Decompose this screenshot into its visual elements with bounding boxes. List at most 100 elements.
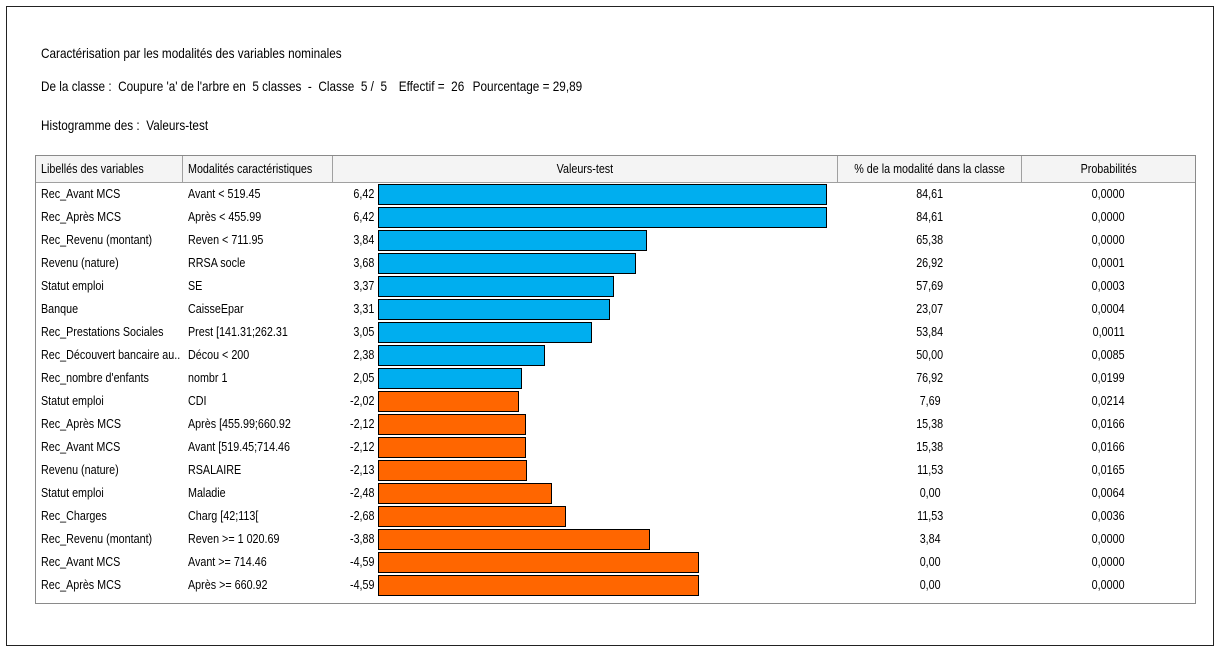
valeur-test-label: 3,84 bbox=[353, 233, 374, 247]
valeur-test-bar-negative bbox=[378, 391, 519, 412]
modalite-label: Charg [42;113[ bbox=[188, 509, 259, 523]
variable-label: Rec_Avant MCS bbox=[41, 440, 121, 454]
valeur-test-label: 6,42 bbox=[353, 187, 374, 201]
probabilite-value: 0,0004 bbox=[1092, 302, 1125, 316]
modalite-label: CDI bbox=[188, 394, 207, 408]
column-header-modalites[interactable]: Modalités caractéristiques bbox=[183, 156, 333, 182]
variable-label: Rec_Revenu (montant) bbox=[41, 532, 153, 546]
modalite-label: Reven < 711.95 bbox=[188, 233, 264, 247]
modalite-label: RSALAIRE bbox=[188, 463, 242, 477]
probabilite-value: 0,0000 bbox=[1092, 555, 1125, 569]
valeur-test-label: -2,12 bbox=[349, 440, 374, 454]
table-row[interactable]: Statut emploi CDI -2,02 7,69 0,0214 bbox=[36, 390, 1195, 413]
pct-modalite-value: 50,00 bbox=[916, 348, 944, 362]
table-row[interactable]: Revenu (nature) RSALAIRE -2,13 11,53 0,0165 bbox=[36, 459, 1195, 482]
valeur-test-bar-positive bbox=[378, 253, 636, 274]
column-header-probabilites[interactable]: Probabilités bbox=[1080, 162, 1137, 176]
table-row[interactable]: Statut emploi SE 3,37 57,69 0,0003 bbox=[36, 275, 1195, 298]
pourcentage-label: Pourcentage = 29,89 bbox=[472, 78, 583, 94]
modalite-label: SE bbox=[188, 279, 203, 293]
valeur-test-label: -2,12 bbox=[349, 417, 374, 431]
effectif-label: Effectif = 26 bbox=[398, 78, 465, 94]
modalite-label: RRSA socle bbox=[188, 256, 246, 270]
table-row[interactable]: Rec_Avant MCS Avant [519.45;714.46 -2,12 15… bbox=[36, 436, 1195, 459]
pct-modalite-value: 0,00 bbox=[919, 555, 941, 569]
column-header-valeurs-test[interactable]: Valeurs-test bbox=[333, 156, 838, 182]
table-row[interactable]: Rec_Découvert bancaire au... Décou < 200 2… bbox=[36, 344, 1195, 367]
valeur-test-bar-negative bbox=[378, 552, 699, 573]
modalite-label: Maladie bbox=[188, 486, 226, 500]
table-row[interactable]: Banque CaisseEpar 3,31 23,07 0,0004 bbox=[36, 298, 1195, 321]
table-header: Libellés des variables Modalités caracté… bbox=[36, 156, 1195, 183]
pct-modalite-value: 57,69 bbox=[916, 279, 944, 293]
table-row[interactable]: Statut emploi Maladie -2,48 0,00 0,0064 bbox=[36, 482, 1195, 505]
pct-modalite-value: 53,84 bbox=[916, 325, 944, 339]
table-row[interactable]: Rec_Revenu (montant) Reven >= 1 020.69 -3,… bbox=[36, 528, 1195, 551]
valeur-test-bar-positive bbox=[378, 322, 592, 343]
table-row[interactable]: Rec_Avant MCS Avant >= 714.46 -4,59 0,00 0,0… bbox=[36, 551, 1195, 574]
table-row[interactable]: Rec_Revenu (montant) Reven < 711.95 3,84 65… bbox=[36, 229, 1195, 252]
class-info-line: De la classe : Coupure 'a' de l'arbre en… bbox=[41, 78, 582, 94]
table-row[interactable]: Rec_Après MCS Après < 455.99 6,42 84,61 0,00… bbox=[36, 206, 1195, 229]
valeur-test-bar-positive bbox=[378, 207, 827, 228]
pct-modalite-value: 84,61 bbox=[916, 210, 944, 224]
column-header-pct-modalite[interactable]: % de la modalité dans la classe bbox=[838, 156, 1022, 182]
variable-label: Rec_Avant MCS bbox=[41, 555, 121, 569]
valeur-test-bar-negative bbox=[378, 483, 552, 504]
pct-modalite-value: 3,84 bbox=[919, 532, 941, 546]
valeur-test-bar-positive bbox=[378, 184, 827, 205]
probabilite-value: 0,0064 bbox=[1092, 486, 1125, 500]
pct-modalite-value: 84,61 bbox=[916, 187, 944, 201]
variable-label: Rec_Revenu (montant) bbox=[41, 233, 153, 247]
pct-modalite-value: 7,69 bbox=[919, 394, 941, 408]
table-row[interactable]: Rec_Charges Charg [42;113[-2,68 11,53 0,003… bbox=[36, 505, 1195, 528]
table-row[interactable]: Rec_Avant MCS Avant < 519.45 6,42 84,61 0,00… bbox=[36, 183, 1195, 206]
valeur-test-label: -2,48 bbox=[349, 486, 374, 500]
modalite-label: nombr 1 bbox=[188, 371, 228, 385]
pct-modalite-value: 0,00 bbox=[919, 578, 941, 592]
probabilite-value: 0,0165 bbox=[1092, 463, 1125, 477]
valeur-test-label: -4,59 bbox=[349, 555, 374, 569]
modalite-label: Reven >= 1 020.69 bbox=[188, 532, 280, 546]
variable-label: Rec_Après MCS bbox=[41, 578, 122, 592]
modalite-label: CaisseEpar bbox=[188, 302, 244, 316]
variable-label: Statut emploi bbox=[41, 279, 104, 293]
modalite-label: Avant [519.45;714.46 bbox=[188, 440, 291, 454]
valeur-test-label: 6,42 bbox=[353, 210, 374, 224]
valeur-test-label: 2,38 bbox=[353, 348, 374, 362]
valeur-test-label: 3,31 bbox=[353, 302, 374, 316]
modalite-label: Prest [141.31;262.31 bbox=[188, 325, 288, 339]
pct-modalite-value: 11,53 bbox=[916, 509, 944, 523]
modalite-label: Après [455.99;660.92 bbox=[188, 417, 291, 431]
valeur-test-bar-negative bbox=[378, 529, 650, 550]
variable-label: Revenu (nature) bbox=[41, 256, 119, 270]
variable-label: Banque bbox=[41, 302, 79, 316]
variable-label: Rec_Charges bbox=[41, 509, 107, 523]
valeur-test-label: 3,68 bbox=[353, 256, 374, 270]
table-row[interactable]: Revenu (nature) RRSA socle 3,68 26,92 0,0001 bbox=[36, 252, 1195, 275]
table-row[interactable]: Rec_Prestations Sociales Prest [141.31;26… bbox=[36, 321, 1195, 344]
variable-label: Statut emploi bbox=[41, 394, 104, 408]
modalite-label: Décou < 200 bbox=[188, 348, 250, 362]
column-header-variables[interactable]: Libellés des variables bbox=[36, 156, 183, 182]
pct-modalite-value: 15,38 bbox=[916, 440, 944, 454]
probabilite-value: 0,0000 bbox=[1092, 578, 1125, 592]
modalite-label: Avant >= 714.46 bbox=[188, 555, 267, 569]
probabilite-value: 0,0011 bbox=[1092, 325, 1125, 339]
valeur-test-bar-positive bbox=[378, 276, 614, 297]
table-row[interactable]: Rec_nombre d'enfants nombr 1 2,05 76,92 0,01… bbox=[36, 367, 1195, 390]
valeur-test-bar-negative bbox=[378, 506, 566, 527]
valeur-test-bar-positive bbox=[378, 230, 647, 251]
pct-modalite-value: 23,07 bbox=[916, 302, 944, 316]
table-row[interactable]: Rec_Après MCS Après >= 660.92 -4,59 0,00 0,0… bbox=[36, 574, 1195, 597]
pct-modalite-value: 76,92 bbox=[916, 371, 944, 385]
table-row[interactable]: Rec_Après MCS Après [455.99;660.92 -2,12 15… bbox=[36, 413, 1195, 436]
characterization-table: Libellés des variables Modalités caracté… bbox=[35, 155, 1196, 604]
probabilite-value: 0,0085 bbox=[1092, 348, 1125, 362]
panel-title: Caractérisation par les modalités des va… bbox=[41, 45, 342, 61]
valeur-test-bar-positive bbox=[378, 368, 522, 389]
pct-modalite-value: 0,00 bbox=[919, 486, 941, 500]
valeur-test-label: -3,88 bbox=[349, 532, 374, 546]
probabilite-value: 0,0000 bbox=[1092, 187, 1125, 201]
valeur-test-bar-negative bbox=[378, 575, 699, 596]
